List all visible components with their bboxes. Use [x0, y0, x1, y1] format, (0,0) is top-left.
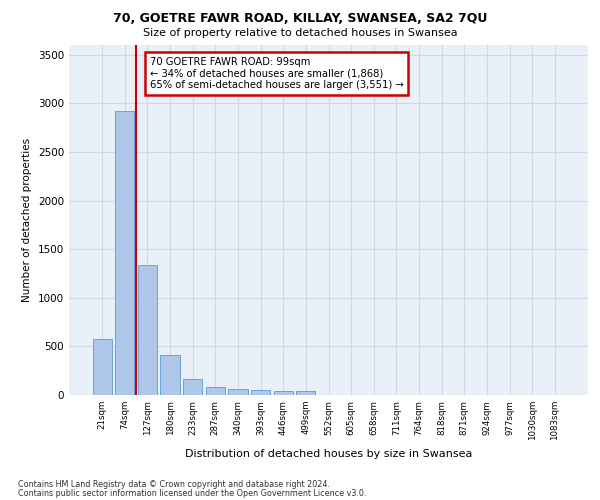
X-axis label: Distribution of detached houses by size in Swansea: Distribution of detached houses by size …	[185, 448, 472, 458]
Bar	[274, 390, 293, 395]
Bar	[115, 111, 134, 395]
Bar	[160, 354, 180, 395]
Bar	[92, 339, 112, 395]
Bar	[251, 390, 270, 395]
Text: 70 GOETRE FAWR ROAD: 99sqm
← 34% of detached houses are smaller (1,868)
65% of s: 70 GOETRE FAWR ROAD: 99sqm ← 34% of deta…	[150, 56, 403, 90]
Text: Contains HM Land Registry data © Crown copyright and database right 2024.: Contains HM Land Registry data © Crown c…	[18, 480, 330, 489]
Bar	[296, 391, 316, 395]
Bar	[206, 386, 225, 395]
Bar	[229, 389, 248, 395]
Bar	[183, 380, 202, 395]
Text: Contains public sector information licensed under the Open Government Licence v3: Contains public sector information licen…	[18, 489, 367, 498]
Y-axis label: Number of detached properties: Number of detached properties	[22, 138, 32, 302]
Bar	[138, 264, 157, 395]
Text: Size of property relative to detached houses in Swansea: Size of property relative to detached ho…	[143, 28, 457, 38]
Text: 70, GOETRE FAWR ROAD, KILLAY, SWANSEA, SA2 7QU: 70, GOETRE FAWR ROAD, KILLAY, SWANSEA, S…	[113, 12, 487, 26]
